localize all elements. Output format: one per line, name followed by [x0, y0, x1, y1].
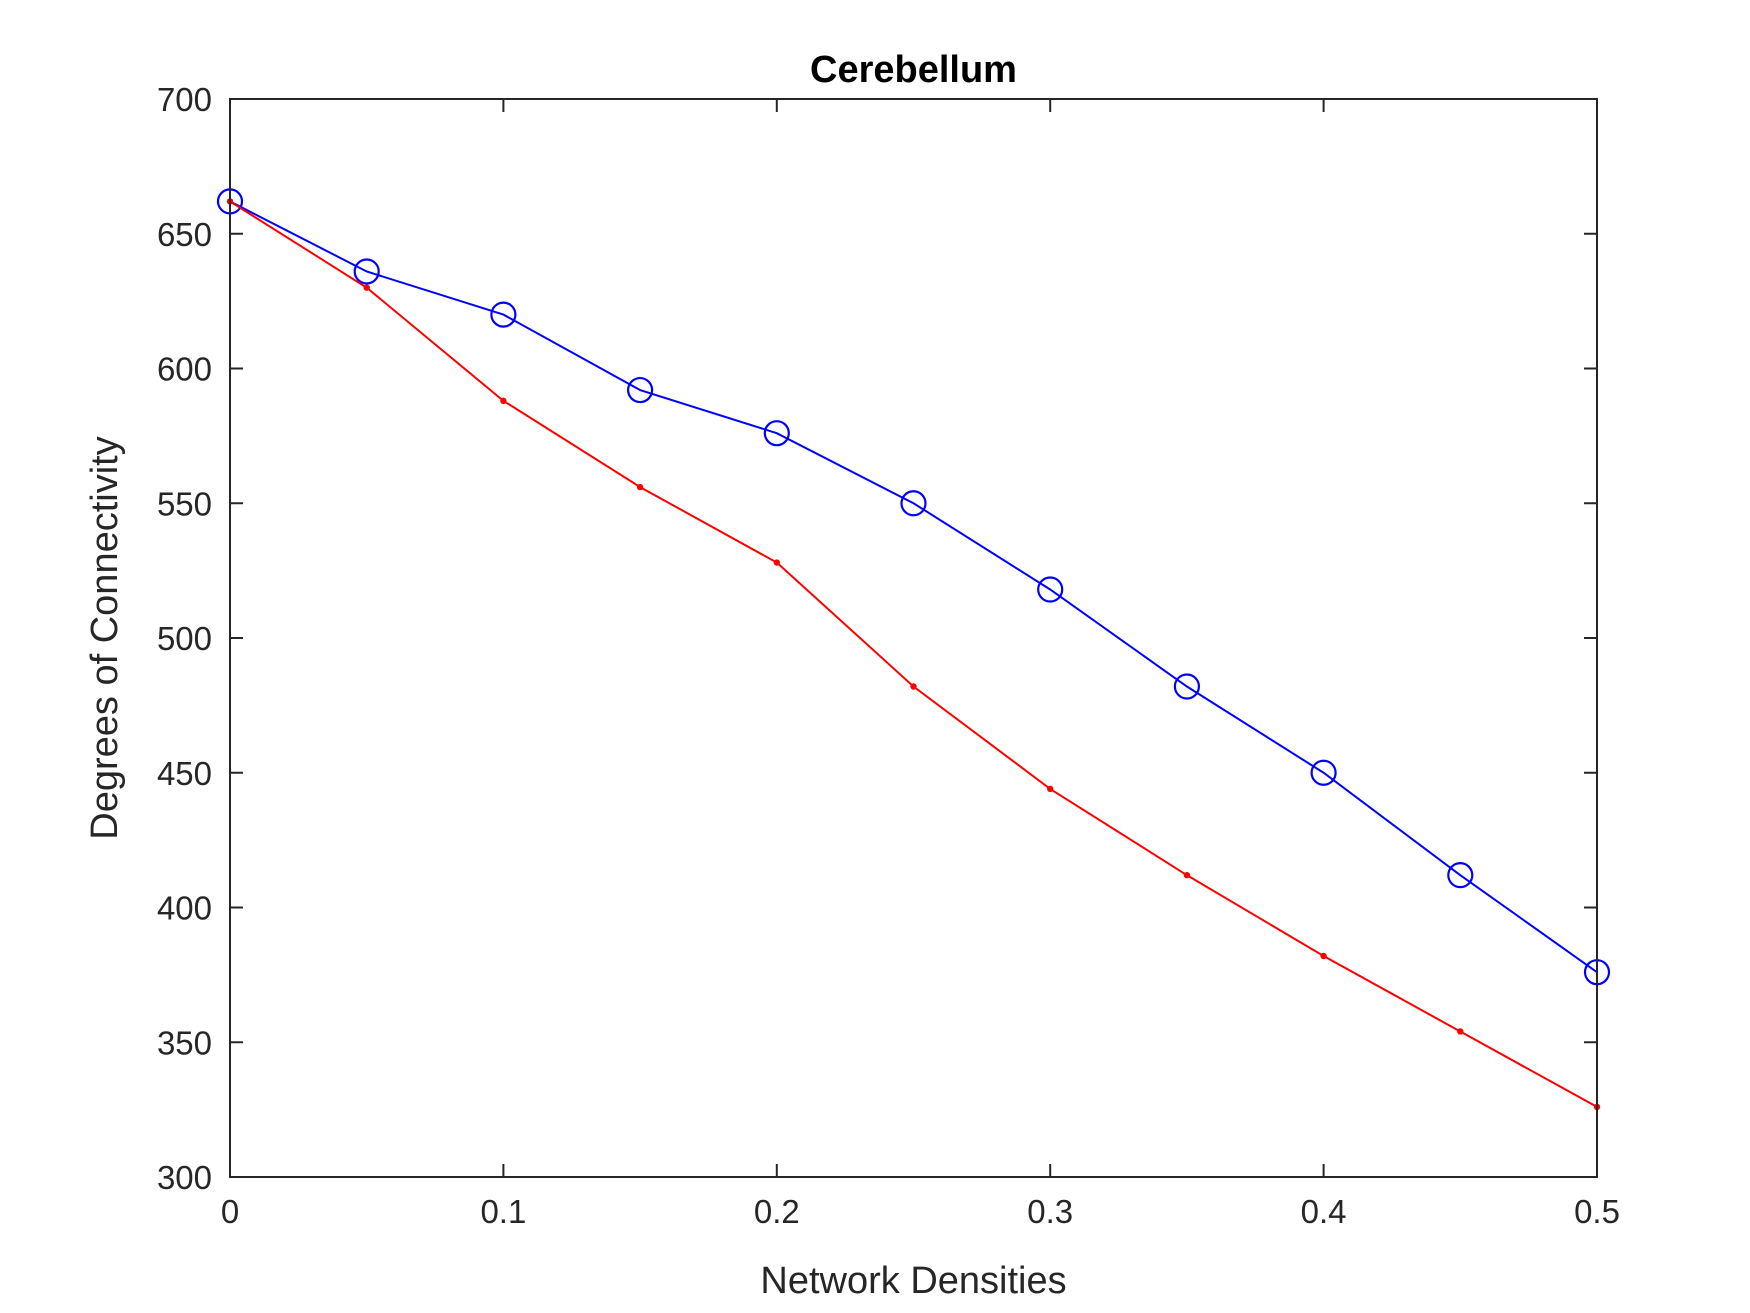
y-axis-label: Degrees of Connectivity: [84, 436, 126, 839]
y-tick-label: 550: [157, 485, 212, 522]
series-1-point: [353, 258, 380, 285]
series-2-point: [1320, 952, 1327, 960]
series-2-point: [773, 559, 780, 566]
y-tick-label: 700: [157, 81, 212, 118]
series-1-point: [1037, 576, 1064, 603]
x-axis-label: Network Densities: [760, 1260, 1066, 1302]
x-tick-label: 0.1: [480, 1193, 526, 1230]
x-tick-label: 0.5: [1574, 1193, 1620, 1230]
y-tick-label: 400: [157, 890, 212, 927]
series-layer: [216, 188, 1611, 1111]
series-2-point: [910, 683, 917, 690]
series-2-point: [500, 397, 507, 405]
series-1-point: [763, 420, 790, 447]
series-1-point: [1447, 862, 1474, 889]
y-tick-label: 500: [157, 620, 212, 657]
series-2-point: [1047, 785, 1054, 793]
series-1-point: [626, 376, 654, 404]
x-tick-label: 0.4: [1301, 1193, 1347, 1230]
chart-title: Cerebellum: [810, 49, 1017, 91]
series-2-point: [636, 483, 644, 491]
series-line-2: [229, 200, 1598, 1108]
ticks-layer: 0 0.1 0.2 0.3 0.4 0.5 300 350 400 450 500 550 600 650…: [157, 81, 1620, 1230]
series-2-point: [1457, 1028, 1464, 1035]
y-tick-label: 650: [157, 216, 212, 253]
y-tick-label: 350: [157, 1024, 212, 1061]
series-1-point: [1310, 759, 1337, 786]
series-line-1: [229, 200, 1598, 973]
series-2-point: [363, 284, 370, 291]
series-1-point: [900, 490, 927, 517]
x-tick-label: 0.3: [1027, 1193, 1073, 1230]
x-tick-label: 0.2: [754, 1193, 800, 1230]
y-tick-label: 300: [157, 1159, 212, 1196]
y-tick-label: 450: [157, 755, 212, 792]
axes-box: [229, 98, 1598, 1178]
series-2-point: [1183, 871, 1191, 879]
series-1-point: [1173, 673, 1201, 700]
y-tick-label: 600: [157, 351, 212, 388]
x-tick-label: 0: [221, 1193, 239, 1230]
series-1-point: [490, 301, 517, 328]
